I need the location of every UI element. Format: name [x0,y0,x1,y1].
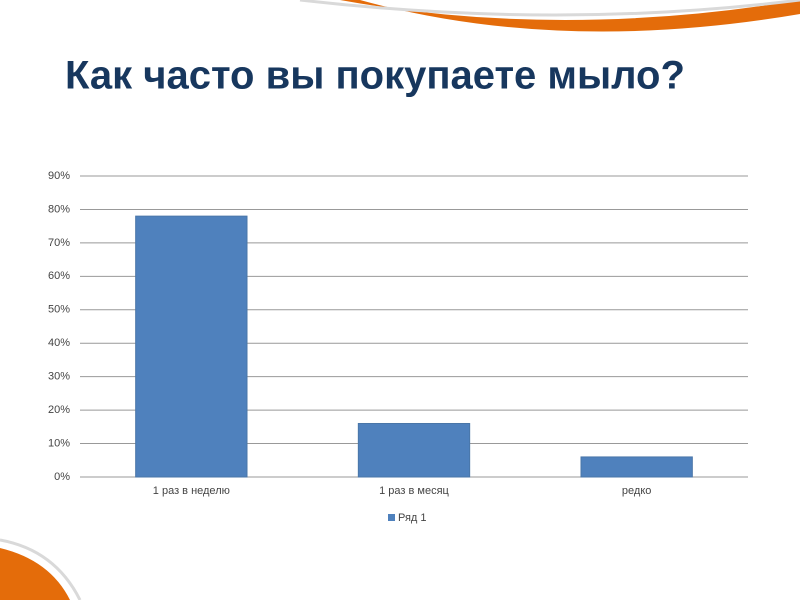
y-tick-label: 90% [48,170,70,182]
y-tick-label: 30% [48,371,70,383]
y-tick-label: 10% [48,437,70,449]
decoration [299,0,800,17]
x-tick-label: редко [622,485,651,497]
y-tick-label: 70% [48,237,70,249]
bar [357,422,471,478]
decoration [0,538,82,600]
y-tick-label: 0% [54,471,70,483]
x-tick-label: 1 раз в неделю [153,485,230,497]
y-tick-label: 40% [48,337,70,349]
legend-label: Ряд 1 [398,512,427,524]
bar [135,215,248,478]
decoration [0,548,70,600]
legend-swatch [388,514,395,521]
y-tick-label: 50% [48,304,70,316]
bar [580,456,693,478]
x-tick-label: 1 раз в месяц [379,485,449,497]
y-tick-label: 20% [48,404,70,416]
decoration [340,0,800,32]
y-tick-label: 80% [48,203,70,215]
chart-title: Как часто вы покупаете мыло? [65,54,685,98]
y-tick-label: 60% [48,270,70,282]
